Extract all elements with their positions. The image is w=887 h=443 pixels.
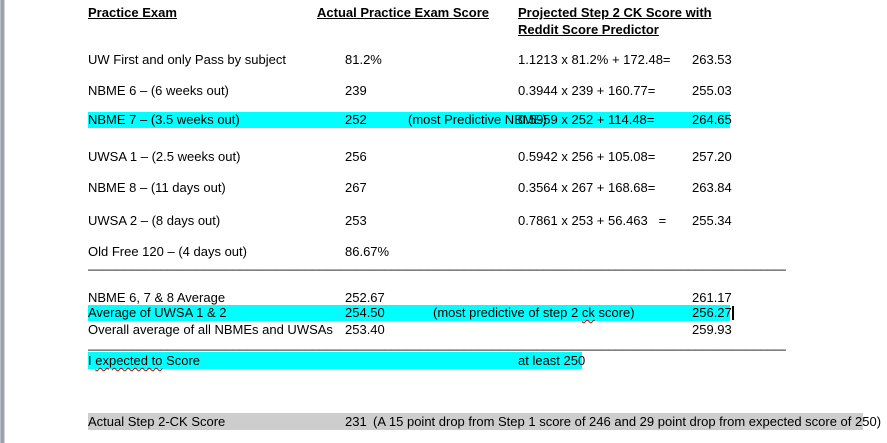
actual-score-note: (A 15 point drop from Step 1 score of 24… <box>373 414 882 429</box>
summary-score: 252.67 <box>345 290 385 305</box>
exam-projected: 263.53 <box>692 52 732 67</box>
table-row: Old Free 120 – (4 days out) 86.67% <box>0 244 887 260</box>
summary-name: NBME 6, 7 & 8 Average <box>88 290 226 305</box>
summary-name: Overall average of all NBMEs and UWSAs <box>88 322 333 337</box>
table-row: UWSA 1 – (2.5 weeks out) 256 0.5942 x 25… <box>0 149 887 165</box>
exam-name: UW First and only Pass by subject <box>88 52 286 67</box>
grammar-flagged-words: expected to <box>95 353 163 368</box>
summary-projected: 256.27 <box>692 305 732 320</box>
expected-label: I expected to Score <box>88 353 200 369</box>
exam-projected: 263.84 <box>692 180 732 195</box>
actual-score-value: 231 <box>345 414 367 429</box>
exam-projected: 255.03 <box>692 83 732 98</box>
exam-formula: 0.5942 x 256 + 105.08= <box>518 149 656 164</box>
summary-projected: 261.17 <box>692 290 732 305</box>
exam-name: NBME 7 – (3.5 weeks out) <box>88 112 240 127</box>
expected-value: at least 250 <box>518 353 586 368</box>
highlight-expected-row <box>88 352 582 369</box>
summary-row: Overall average of all NBMEs and UWSAs 2… <box>0 322 887 338</box>
exam-name: Old Free 120 – (4 days out) <box>88 244 247 259</box>
window-left-edge <box>0 0 5 443</box>
exam-score: 252 <box>345 112 367 127</box>
summary-note-post: score) <box>594 305 635 320</box>
table-header-row-line2: Reddit Score Predictor <box>0 22 887 38</box>
table-row: NBME 8 – (11 days out) 267 0.3564 x 267 … <box>0 180 887 196</box>
divider-line: ________________________________________… <box>88 256 786 271</box>
exam-name: NBME 6 – (6 weeks out) <box>88 83 229 98</box>
exam-score: 256 <box>345 149 367 164</box>
text-cursor <box>732 306 734 320</box>
summary-score: 254.50 <box>345 305 385 320</box>
summary-row: Average of UWSA 1 & 2 254.50 (most predi… <box>0 305 887 321</box>
header-actual-score: Actual Practice Exam Score <box>317 5 489 20</box>
exam-projected: 255.34 <box>692 213 732 228</box>
exam-note: (most Predictive NBME) <box>408 112 547 127</box>
exam-score: 81.2% <box>345 52 382 67</box>
expected-score-row: I expected to Score at least 250 <box>0 353 887 369</box>
summary-projected: 259.93 <box>692 322 732 337</box>
table-row: UWSA 2 – (8 days out) 253 0.7861 x 253 +… <box>0 213 887 229</box>
table-row: NBME 7 – (3.5 weeks out) 252 (most Predi… <box>0 112 887 128</box>
exam-name: UWSA 1 – (2.5 weeks out) <box>88 149 241 164</box>
highlight-actual-score-row <box>88 413 863 430</box>
table-row: NBME 6 – (6 weeks out) 239 0.3944 x 239 … <box>0 83 887 99</box>
exam-score: 86.67% <box>345 244 390 259</box>
exam-score: 239 <box>345 83 367 98</box>
highlight-uwsa-average-row <box>88 305 730 321</box>
exam-name: UWSA 2 – (8 days out) <box>88 213 221 228</box>
exam-formula: 0.7861 x 253 + 56.463 = <box>518 213 667 228</box>
summary-note-pre: (most predictive of step 2 <box>433 305 582 320</box>
spellcheck-flagged-word: ck <box>581 305 595 320</box>
exam-projected: 257.20 <box>692 149 732 164</box>
exam-name: NBME 8 – (11 days out) <box>88 180 226 195</box>
summary-name: Average of UWSA 1 & 2 <box>88 305 227 320</box>
summary-note: (most predictive of step 2 ck score) <box>433 305 635 321</box>
actual-score-label: Actual Step 2-CK Score <box>88 414 226 429</box>
exam-formula: 0.3944 x 239 + 160.77= <box>518 83 656 98</box>
table-row: UW First and only Pass by subject 81.2% … <box>0 52 887 68</box>
exam-formula: 0.5959 x 252 + 114.48= <box>518 112 655 127</box>
summary-row: NBME 6, 7 & 8 Average 252.67 261.17 <box>0 290 887 306</box>
expected-label-post: Score <box>162 353 201 368</box>
header-projected-score-line1: Projected Step 2 CK Score with <box>518 5 712 20</box>
exam-score: 253 <box>345 213 367 228</box>
actual-score-row: Actual Step 2-CK Score 231 (A 15 point d… <box>0 414 887 430</box>
header-practice-exam: Practice Exam <box>88 5 177 20</box>
exam-formula: 0.3564 x 267 + 168.68= <box>518 180 656 195</box>
table-header-row: Practice Exam Actual Practice Exam Score… <box>0 5 887 21</box>
exam-score: 267 <box>345 180 367 195</box>
expected-label-pre: I <box>88 353 96 368</box>
summary-score: 253.40 <box>345 322 385 337</box>
header-projected-score-line2: Reddit Score Predictor <box>518 22 659 37</box>
exam-projected: 264.65 <box>692 112 732 127</box>
exam-formula: 1.1213 x 81.2% + 172.48= <box>518 52 671 67</box>
highlight-nbme7-row <box>88 112 730 128</box>
divider-line: ________________________________________… <box>88 336 786 351</box>
